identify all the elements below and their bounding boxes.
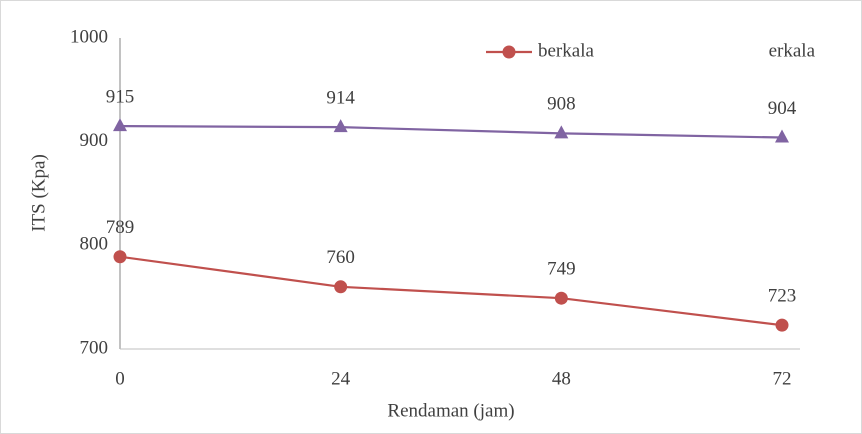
data-label: 915 (106, 86, 135, 107)
y-tick-label: 800 (80, 234, 109, 255)
data-label: 789 (106, 217, 135, 238)
data-label: 908 (547, 94, 576, 115)
point (775, 129, 789, 143)
data-label: 723 (768, 286, 797, 307)
y-tick-label: 1000 (70, 26, 108, 47)
point (775, 318, 789, 332)
point (554, 291, 568, 305)
x-tick-label: 72 (773, 368, 792, 389)
point (333, 119, 348, 133)
y-tick-label: 900 (80, 130, 109, 151)
point (554, 125, 569, 139)
legend-label: berkala (538, 40, 594, 61)
x-tick-label: 24 (331, 368, 351, 389)
data-label: 749 (547, 259, 576, 280)
data-label: 914 (326, 88, 355, 109)
legend-label: erkala (769, 40, 816, 61)
series-line (119, 255, 783, 327)
data-label: 904 (768, 98, 797, 119)
x-axis-title: Rendaman (jam) (387, 400, 514, 421)
data-label: 760 (326, 247, 355, 268)
x-tick-label: 48 (552, 368, 571, 389)
legend-marker (502, 45, 516, 59)
y-tick-label: 700 (80, 337, 109, 358)
point (334, 280, 348, 294)
series-line (119, 125, 783, 139)
point (113, 250, 127, 264)
point (113, 118, 127, 132)
x-tick-label: 0 (115, 368, 125, 389)
y-axis-title: ITS (Kpa) (28, 154, 49, 232)
